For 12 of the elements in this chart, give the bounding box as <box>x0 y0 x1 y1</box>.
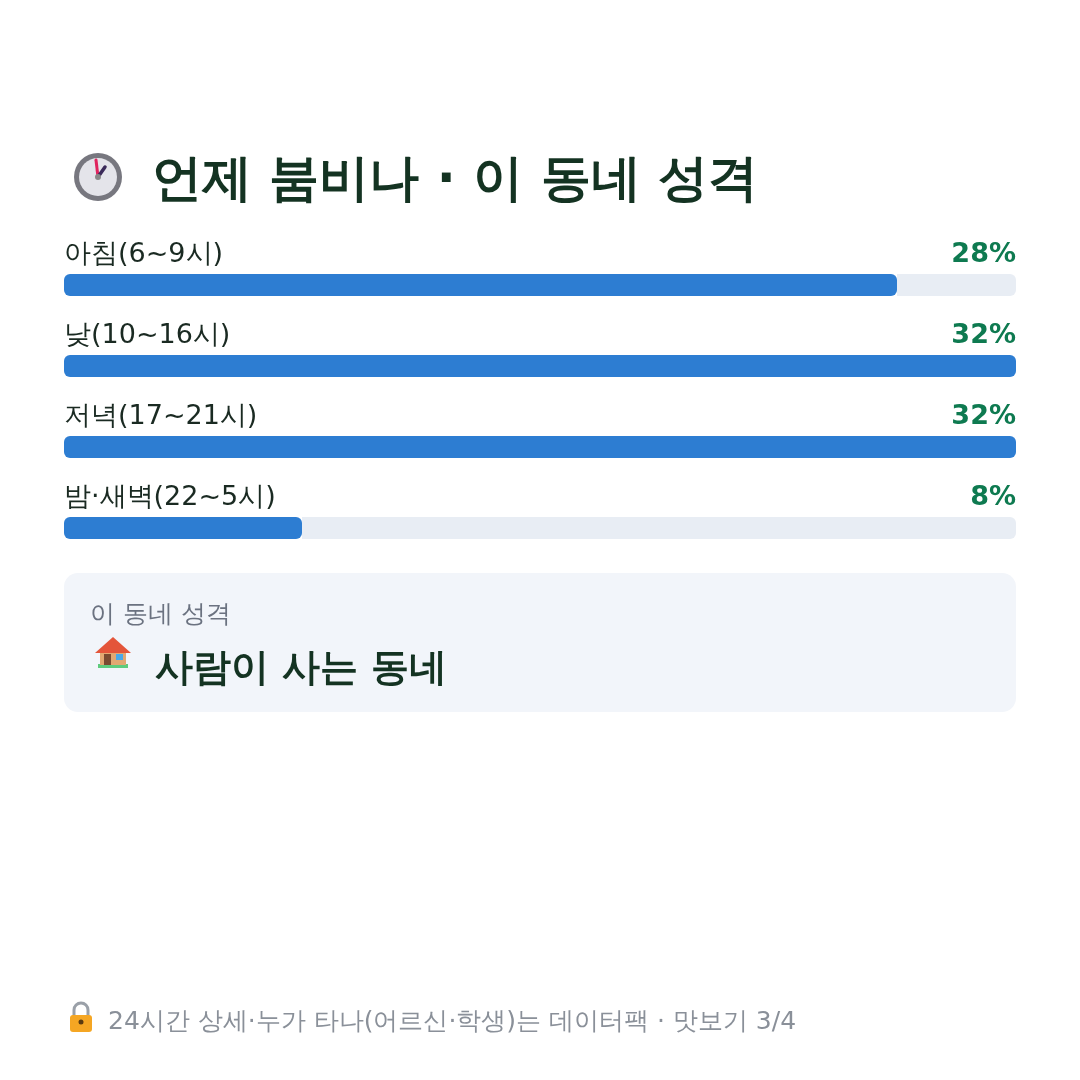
value-label: 32% <box>951 318 1016 349</box>
category: 저녁(17~21시) <box>64 399 258 430</box>
value-label: 8% <box>970 480 1016 511</box>
value-label: 28% <box>951 237 1016 268</box>
annotation: 사람이 사는 동네 <box>155 645 448 689</box>
category: 아침(6~9시) <box>64 237 224 268</box>
category: 낮(10~16시) <box>64 318 231 349</box>
annotation: 이 동네 성격 <box>90 599 231 628</box>
title: 언제 붐비나 · 이 동네 성격 <box>152 149 759 207</box>
annotation: 24시간 상세·누가 타나(어르신·학생)는 데이터팩 · 맛보기 3/4 <box>108 1006 797 1035</box>
value-label: 32% <box>951 399 1016 430</box>
category: 밤·새벽(22~5시) <box>64 480 276 511</box>
